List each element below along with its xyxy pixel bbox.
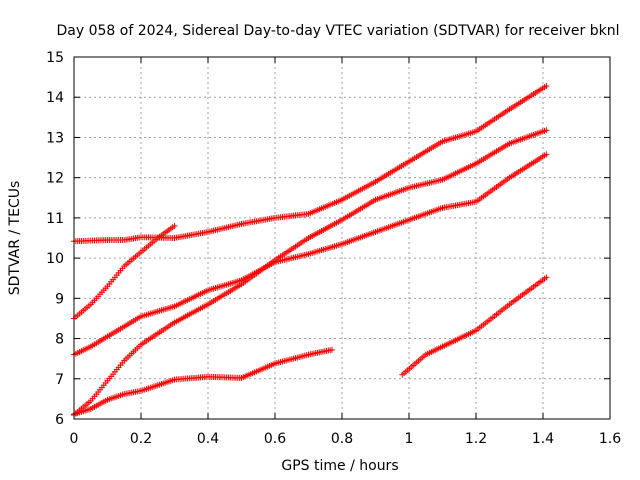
x-tick-label: 1.4 <box>532 431 554 447</box>
data-point <box>543 151 550 158</box>
y-axis-title: SDTVAR / TECUs <box>7 181 23 296</box>
data-point <box>543 127 550 134</box>
y-tick-label: 14 <box>46 90 64 106</box>
series-trace-5 <box>71 346 335 418</box>
x-tick-label: 1.6 <box>599 431 621 447</box>
series-trace-6 <box>399 274 550 378</box>
y-tick-label: 13 <box>46 130 64 146</box>
y-tick-label: 15 <box>46 50 64 66</box>
x-axis-tick-labels: 0 0.2 0.4 0.6 0.8 1 1.2 1.4 1.6 <box>70 431 622 447</box>
y-axis-tick-labels: 6 7 8 9 10 11 12 13 14 15 <box>46 50 64 428</box>
y-tick-label: 12 <box>46 171 64 187</box>
x-tick-label: 0 <box>70 431 79 447</box>
y-tick-label: 6 <box>55 412 64 428</box>
y-tick-label: 10 <box>46 251 64 267</box>
x-tick-label: 1.2 <box>465 431 487 447</box>
x-tick-label: 1 <box>405 431 414 447</box>
x-tick-label: 0.4 <box>197 431 219 447</box>
y-tick-label: 9 <box>55 291 64 307</box>
x-tick-label: 0.8 <box>331 431 353 447</box>
y-tick-label: 7 <box>55 372 64 388</box>
y-tick-label: 8 <box>55 332 64 348</box>
y-tick-label: 11 <box>46 211 64 227</box>
data-point <box>543 82 550 89</box>
plot-frame <box>73 56 611 420</box>
chart-title: Day 058 of 2024, Sidereal Day-to-day VTE… <box>57 23 620 39</box>
data-point <box>328 346 335 353</box>
series-trace-2 <box>71 222 178 322</box>
x-axis-title: GPS time / hours <box>281 458 398 474</box>
data-point <box>543 274 550 281</box>
x-tick-label: 0.6 <box>264 431 286 447</box>
x-tick-label: 0.2 <box>130 431 152 447</box>
data-marks <box>71 82 550 418</box>
series-trace-4 <box>71 127 550 418</box>
series-trace-3 <box>71 151 550 358</box>
data-point <box>171 222 178 229</box>
